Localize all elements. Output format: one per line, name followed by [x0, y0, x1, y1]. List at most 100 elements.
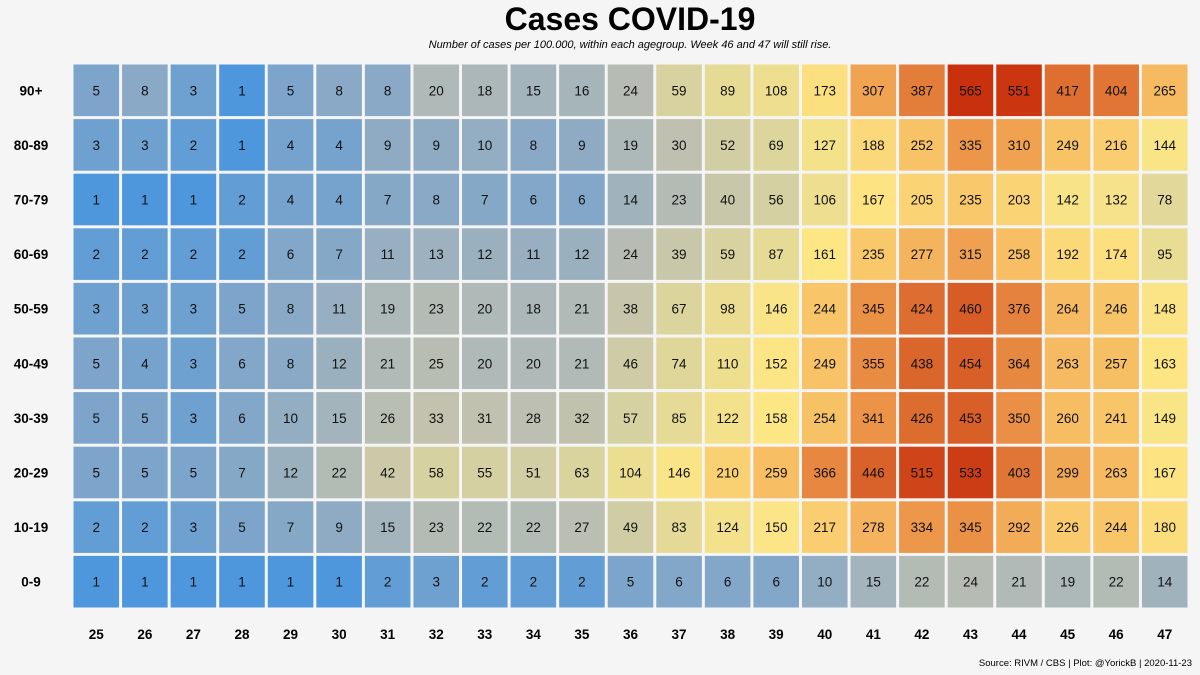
cell-value-label: 59 [720, 247, 735, 262]
heatmap-cell-60-69-week-27 [170, 228, 217, 280]
heatmap-cell-0-9-week-36 [607, 555, 654, 608]
heatmap-cell-80-89-week-32 [413, 119, 460, 171]
cell-value-label: 254 [813, 411, 836, 426]
heatmap-cell-90+-week-31 [364, 64, 411, 117]
heatmap-cell-40-49-week-38 [704, 337, 751, 390]
cell-value-label: 173 [813, 83, 836, 98]
cell-value-label: 20 [477, 356, 492, 371]
cell-value-label: 24 [623, 83, 639, 98]
heatmap-cell-50-59-week-37 [656, 282, 702, 335]
heatmap-cell-50-59-week-35 [559, 282, 605, 335]
cell-value-label: 453 [959, 411, 982, 426]
cell-value-label: 12 [283, 466, 298, 481]
heatmap-cell-20-29-week-37 [656, 446, 702, 499]
cell-value-label: 167 [1153, 466, 1176, 481]
heatmap-cell-0-9-week-30 [316, 555, 362, 608]
heatmap-cell-60-69-week-31 [364, 228, 411, 280]
heatmap-cell-30-39-week-28 [219, 392, 265, 444]
heatmap-cell-50-59-week-25 [73, 282, 120, 335]
cell-value-label: 144 [1153, 138, 1176, 153]
cell-value-label: 277 [911, 247, 934, 262]
cell-value-label: 1 [287, 575, 295, 590]
heatmap-cell-80-89-week-27 [170, 119, 217, 171]
heatmap-cell-50-59-week-36 [607, 282, 654, 335]
x-tick-label-week-32: 32 [429, 627, 444, 642]
cell-value-label: 2 [93, 520, 101, 535]
cell-value-label: 59 [672, 83, 687, 98]
heatmap-cell-40-49-week-32 [413, 337, 460, 390]
heatmap-cell-70-79-week-46 [1093, 173, 1139, 226]
heatmap-cell-50-59-week-28 [219, 282, 265, 335]
heatmap-cell-80-89-week-40 [801, 119, 848, 171]
cell-value-label: 364 [1008, 356, 1031, 371]
cell-value-label: 83 [672, 520, 687, 535]
cell-value-label: 20 [477, 302, 492, 317]
cell-value-label: 15 [866, 575, 881, 590]
cell-value-label: 18 [526, 302, 541, 317]
cell-value-label: 6 [238, 356, 246, 371]
cell-value-label: 1 [335, 575, 343, 590]
cell-value-label: 5 [93, 466, 101, 481]
cell-value-label: 299 [1056, 466, 1079, 481]
cell-value-label: 21 [574, 356, 589, 371]
cell-value-label: 2 [190, 247, 198, 262]
cell-value-label: 24 [963, 575, 979, 590]
cell-value-label: 12 [332, 356, 347, 371]
heatmap-cell-70-79-week-31 [364, 173, 411, 226]
cell-value-label: 2 [93, 247, 101, 262]
cell-value-label: 142 [1056, 193, 1079, 208]
cell-value-label: 18 [477, 83, 492, 98]
cell-value-label: 265 [1153, 83, 1176, 98]
heatmap-cell-80-89-week-25 [73, 119, 120, 171]
cell-value-label: 345 [862, 302, 885, 317]
cell-value-label: 33 [429, 411, 444, 426]
heatmap-cell-60-69-week-34 [510, 228, 557, 280]
cell-value-label: 167 [862, 193, 885, 208]
heatmap-cell-60-69-week-42 [899, 228, 945, 280]
y-tick-label-40-49: 40-49 [14, 356, 49, 371]
cell-value-label: 148 [1153, 302, 1176, 317]
cell-value-label: 334 [911, 520, 934, 535]
heatmap-cell-0-9-week-32 [413, 555, 460, 608]
cell-value-label: 9 [335, 520, 343, 535]
cell-value-label: 22 [477, 520, 492, 535]
cell-value-label: 24 [623, 247, 639, 262]
cell-value-label: 1 [190, 575, 198, 590]
cell-value-label: 23 [429, 302, 444, 317]
heatmap-cell-90+-week-32 [413, 64, 460, 117]
heatmap-cell-60-69-week-35 [559, 228, 605, 280]
x-tick-label-week-29: 29 [283, 627, 298, 642]
cell-value-label: 310 [1008, 138, 1031, 153]
heatmap-cell-40-49-week-29 [267, 337, 314, 390]
heatmap-cell-70-79-week-43 [947, 173, 994, 226]
heatmap-cell-90+-week-28 [219, 64, 265, 117]
cell-value-label: 5 [627, 575, 635, 590]
heatmap-cell-90+-week-30 [316, 64, 362, 117]
heatmap-cell-80-89-week-34 [510, 119, 557, 171]
cell-value-label: 15 [332, 411, 347, 426]
cell-value-label: 7 [481, 193, 489, 208]
x-tick-label-week-33: 33 [477, 627, 493, 642]
heatmap-cell-10-19-week-43 [947, 501, 994, 553]
cell-value-label: 3 [190, 302, 198, 317]
cell-value-label: 122 [716, 411, 739, 426]
heatmap-cell-30-39-week-47 [1141, 392, 1188, 444]
heatmap-cell-90+-week-33 [462, 64, 508, 117]
heatmap-cell-90+-week-43 [947, 64, 994, 117]
cell-value-label: 20 [526, 356, 541, 371]
heatmap-cell-50-59-week-31 [364, 282, 411, 335]
cell-value-label: 6 [238, 411, 246, 426]
heatmap-cell-80-89-week-36 [607, 119, 654, 171]
cell-value-label: 551 [1008, 83, 1031, 98]
cell-value-label: 1 [93, 193, 101, 208]
heatmap-cell-20-29-week-25 [73, 446, 120, 499]
cell-value-label: 57 [623, 411, 638, 426]
cell-value-label: 1 [93, 575, 101, 590]
heatmap-cell-0-9-week-26 [122, 555, 168, 608]
cell-value-label: 11 [381, 247, 395, 262]
cell-value-label: 3 [190, 520, 198, 535]
heatmap-cell-50-59-week-26 [122, 282, 168, 335]
heatmap-cell-50-59-week-34 [510, 282, 557, 335]
heatmap-cell-70-79-week-39 [753, 173, 799, 226]
cell-value-label: 56 [769, 193, 784, 208]
